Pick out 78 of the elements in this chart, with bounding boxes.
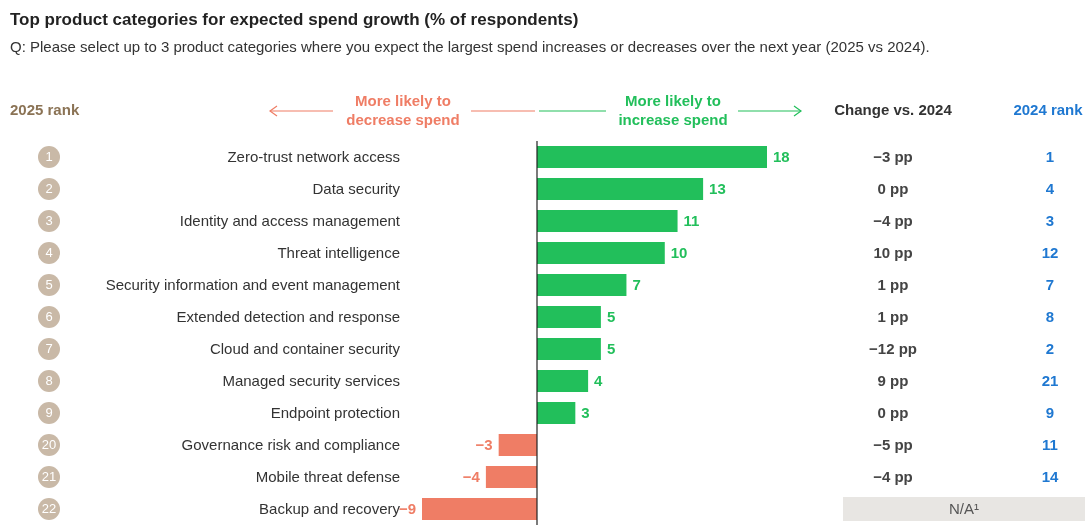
data-label: 7 [632,276,641,294]
text: −12 pp [868,339,918,359]
text: 22 [38,498,60,520]
data-label: −3 [475,436,493,454]
y-tick-label: Security information and event management [105,276,401,294]
data-label: −4 [462,468,481,486]
text: 7 [1044,275,1056,295]
bar [498,434,537,456]
text: 2 [38,178,60,200]
text: 11 [1041,435,1059,455]
text: 3 [38,210,60,232]
text: 9 [38,402,60,424]
data-label: 4 [594,372,604,390]
data-label: 13 [709,180,726,198]
chart-title: Top product categories for expected spend growth (% of respondents) [10,10,579,30]
text: 1 pp [876,307,910,327]
y-tick-label: Cloud and container security [209,340,401,358]
text: −4 pp [872,211,914,231]
text: 9 pp [876,371,910,391]
y-tick-label: Data security [312,180,401,198]
data-label: 3 [581,404,590,422]
text: 10 pp [872,243,914,263]
text: 8 [38,370,60,392]
data-label: 11 [683,212,700,230]
text: 6 [38,306,60,328]
bar [537,306,601,328]
text: 8 [1044,307,1056,327]
bar [537,274,627,296]
bar [537,242,665,264]
text: 4 [1044,179,1056,199]
y-tick-label: Zero-trust network access [227,148,400,166]
text: 2024 rank [1012,101,1084,118]
data-label: 18 [773,148,790,166]
text: 21 [1040,371,1060,391]
bar [537,402,576,424]
y-tick-label: Mobile threat defense [255,468,400,486]
text: 0 pp [876,179,910,199]
y-tick-label: Governance risk and compliance [181,436,400,454]
text: More likely to decrease spend [345,91,461,129]
text: 1 [1044,147,1056,167]
y-tick-label: Endpoint protection [270,404,400,422]
y-tick-label: Backup and recovery [259,500,401,518]
data-label: 5 [606,308,616,326]
text: 1 [38,146,60,168]
y-tick-label: Threat intelligence [277,244,400,262]
text: 21 [38,466,60,488]
text: −5 pp [872,435,914,455]
chart-subtitle: Q: Please select up to 3 product categories where you expect the largest spend increases or decreases over the next year (2025 vs 2024). [10,38,930,55]
text: 0 pp [876,403,910,423]
text: 14 [1040,467,1060,487]
text: −4 pp [872,467,914,487]
bar [422,498,537,520]
text: 20 [38,434,60,456]
bar [537,210,678,232]
bar [537,338,601,360]
text: 9 [1044,403,1056,423]
text: −3 pp [872,147,914,167]
text: 2 [1044,339,1056,359]
bar [537,178,704,200]
text: Change vs. 2024 [833,101,953,118]
data-label: 5 [606,340,616,358]
data-label: −9 [398,500,416,518]
y-tick-label: Extended detection and response [176,308,400,326]
text: 1 pp [876,275,910,295]
text: 4 [38,242,60,264]
text: N/A¹ [843,497,1085,521]
text: 7 [38,338,60,360]
text: 12 [1040,243,1060,263]
y-tick-label: Managed security services [222,372,400,390]
bar [537,370,589,392]
text: 2025 rank [10,101,80,118]
text: 3 [1044,211,1056,231]
bar [485,466,537,488]
text: More likely to increase spend [617,91,729,129]
y-tick-label: Identity and access management [179,212,401,230]
bar [537,146,767,168]
data-label: 10 [670,244,688,262]
text: 5 [38,274,60,296]
